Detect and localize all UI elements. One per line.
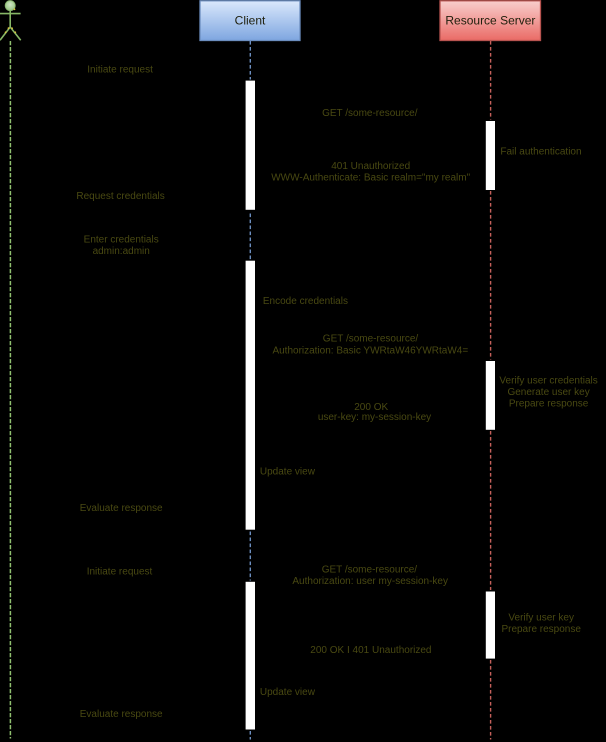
svg-text:Prepare response: Prepare response	[501, 624, 581, 635]
svg-text:user-key: my-session-key: user-key: my-session-key	[318, 412, 431, 423]
svg-text:Update view: Update view	[260, 467, 316, 478]
svg-text:401 Unauthorized: 401 Unauthorized	[331, 161, 410, 172]
svg-text:Update view: Update view	[260, 687, 316, 698]
svg-text:Verify user key: Verify user key	[508, 613, 574, 624]
svg-text:Client: Client	[235, 13, 266, 27]
svg-text:GET /some-resource/: GET /some-resource/	[322, 108, 418, 119]
svg-text:Initiate request: Initiate request	[87, 64, 153, 75]
svg-text:GET /some-resource/: GET /some-resource/	[323, 334, 419, 345]
svg-text:200 OK I 401 Unauthorized: 200 OK I 401 Unauthorized	[310, 645, 431, 656]
svg-text:Initiate request: Initiate request	[87, 567, 153, 578]
svg-text:Authorization: Basic YWRtaW46Y: Authorization: Basic YWRtaW46YWRtaW4=	[272, 345, 468, 356]
svg-text:Encode credentials: Encode credentials	[263, 296, 348, 307]
svg-text:Verify user credentials: Verify user credentials	[499, 376, 597, 387]
svg-text:200 OK: 200 OK	[354, 402, 388, 413]
svg-text:Enter credentials: Enter credentials	[84, 235, 159, 246]
svg-text:Evaluate response: Evaluate response	[80, 709, 163, 720]
svg-text:admin:admin: admin:admin	[93, 246, 150, 257]
svg-text:WWW-Authenticate: Basic realm=: WWW-Authenticate: Basic realm="my realm"	[271, 173, 470, 184]
svg-text:Authorization: user my-session: Authorization: user my-session-key	[292, 576, 448, 587]
svg-text:Evaluate response: Evaluate response	[80, 503, 163, 514]
svg-text:GET /some-resource/: GET /some-resource/	[322, 565, 418, 576]
svg-text:Fail authentication: Fail authentication	[500, 146, 581, 157]
svg-text:Request credentials: Request credentials	[76, 191, 164, 202]
svg-text:Resource Server: Resource Server	[445, 13, 535, 27]
svg-text:Prepare response: Prepare response	[509, 399, 589, 410]
svg-text:Generate user key: Generate user key	[507, 387, 589, 398]
